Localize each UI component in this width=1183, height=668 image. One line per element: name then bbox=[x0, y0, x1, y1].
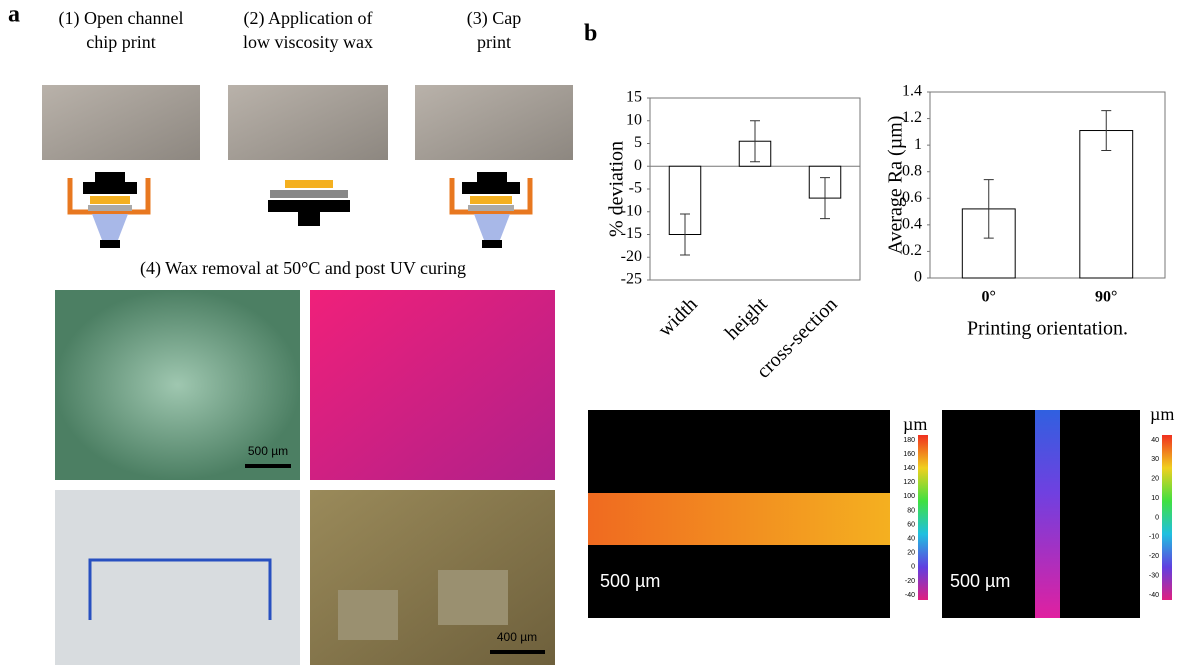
y-tick-label: -20 bbox=[621, 248, 642, 265]
y-tick-label: 1.4 bbox=[902, 83, 922, 100]
colorbar-label: 180 bbox=[903, 437, 915, 444]
y-axis-label: % deviation bbox=[606, 141, 628, 237]
colorbar-label: 60 bbox=[907, 521, 915, 528]
x-tick-label: height bbox=[721, 293, 772, 344]
colorbar-label: -40 bbox=[1149, 592, 1159, 599]
colorbar-label: 40 bbox=[907, 535, 915, 542]
colorbar-label: 160 bbox=[903, 451, 915, 458]
bar bbox=[1080, 131, 1133, 278]
unit-label: µm bbox=[1150, 404, 1174, 424]
page: a (4) Wax removal at 50°C and post UV cu… bbox=[0, 0, 1183, 668]
scale-label: 500 µm bbox=[950, 571, 1010, 591]
panel-label: a bbox=[8, 2, 20, 28]
schematic bbox=[268, 180, 350, 226]
y-tick-label: -25 bbox=[621, 271, 642, 288]
y-tick-label: 5 bbox=[634, 134, 642, 151]
schematic bbox=[452, 172, 530, 248]
colorbar-label: -20 bbox=[905, 578, 915, 585]
y-tick-label: 1 bbox=[914, 136, 922, 153]
photo bbox=[42, 85, 200, 160]
colorbar-label: 40 bbox=[1151, 437, 1159, 444]
colorbar-label: 30 bbox=[1151, 456, 1159, 463]
colorbar-label: 20 bbox=[907, 550, 915, 557]
photo bbox=[55, 490, 300, 665]
scale-label: 500 µm bbox=[248, 444, 288, 458]
figure: a (4) Wax removal at 50°C and post UV cu… bbox=[0, 0, 1183, 668]
colorbar-label: -40 bbox=[905, 592, 915, 599]
y-tick-label: 15 bbox=[626, 89, 642, 106]
colorbar-label: 100 bbox=[903, 493, 915, 500]
colorbar bbox=[1162, 435, 1172, 600]
scale-bar bbox=[245, 464, 291, 468]
y-tick-label: 0 bbox=[914, 269, 922, 286]
x-tick-label: width bbox=[654, 293, 702, 341]
y-axis-label: Average Ra (µm) bbox=[885, 116, 907, 255]
photo bbox=[228, 85, 388, 160]
colorbar-label: -20 bbox=[1149, 553, 1159, 560]
colorbar-label: 0 bbox=[1155, 514, 1159, 521]
height-map-stripe bbox=[1035, 410, 1060, 618]
y-tick-label: -5 bbox=[629, 180, 642, 197]
scale-bar bbox=[490, 650, 545, 654]
colorbar-label: 0 bbox=[911, 564, 915, 571]
y-tick-label: 0 bbox=[634, 157, 642, 174]
schematic bbox=[70, 172, 148, 248]
colorbar-label: 10 bbox=[1151, 495, 1159, 502]
y-tick-label: 10 bbox=[626, 111, 642, 128]
step-caption: (4) Wax removal at 50°C and post UV curi… bbox=[140, 258, 466, 279]
x-tick-label: 90° bbox=[1095, 289, 1117, 306]
colorbar-label: -30 bbox=[1149, 572, 1159, 579]
panel-a: a (4) Wax removal at 50°C and post UV cu… bbox=[8, 2, 573, 666]
colorbar bbox=[918, 435, 928, 600]
colorbar-label: 140 bbox=[903, 465, 915, 472]
colorbar-label: -10 bbox=[1149, 534, 1159, 541]
scale-label: 400 µm bbox=[497, 630, 537, 644]
colorbar-label: 20 bbox=[1151, 476, 1159, 483]
photo bbox=[310, 290, 555, 480]
x-axis-label: Printing orientation. bbox=[967, 318, 1128, 340]
panel-label: b bbox=[584, 21, 597, 47]
colorbar-label: 120 bbox=[903, 479, 915, 486]
unit-label: µm bbox=[903, 414, 927, 434]
height-map-stripe bbox=[588, 493, 890, 545]
colorbar-label: 80 bbox=[907, 507, 915, 514]
x-tick-label: 0° bbox=[982, 289, 996, 306]
photo bbox=[415, 85, 573, 160]
scale-label: 500 µm bbox=[600, 571, 660, 591]
